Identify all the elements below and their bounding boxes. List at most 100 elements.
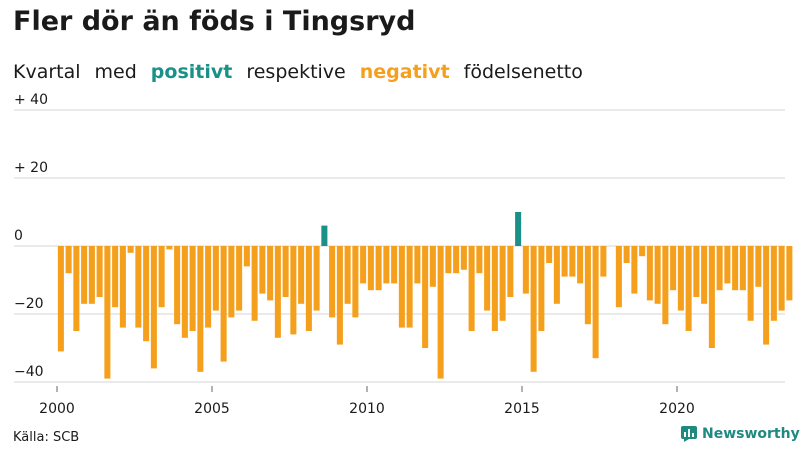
bar-negative <box>367 246 374 291</box>
bar-negative <box>445 246 452 274</box>
bar-negative <box>631 246 638 294</box>
subtitle-word-kvartal: Kvartal <box>13 61 81 83</box>
bar-negative <box>212 246 219 311</box>
x-tick-label: 2020 <box>659 401 695 417</box>
bar-negative <box>778 246 785 311</box>
bar-negative <box>344 246 351 304</box>
bar-negative <box>143 246 150 342</box>
bar-negative <box>476 246 483 274</box>
bar-negative <box>174 246 181 325</box>
bar-negative <box>243 246 250 267</box>
newsworthy-logo: Newsworthy <box>681 426 800 442</box>
bar-negative <box>375 246 382 291</box>
bar-negative <box>251 246 258 321</box>
bar-positive <box>515 212 522 246</box>
bar-negative <box>57 246 64 352</box>
bar-negative <box>267 246 274 301</box>
bar-negative <box>484 246 491 311</box>
bar-negative <box>329 246 336 318</box>
bar-negative <box>298 246 305 304</box>
bar-negative <box>569 246 576 277</box>
x-tick-label: 2010 <box>349 401 385 417</box>
bar-negative <box>166 246 173 250</box>
bar-negative <box>561 246 568 277</box>
bar-negative <box>73 246 80 331</box>
bar-negative <box>786 246 793 301</box>
bar-negative <box>414 246 421 284</box>
bar-negative <box>290 246 297 335</box>
bar-negative <box>197 246 204 372</box>
bar-negative <box>127 246 134 253</box>
bar-negative <box>592 246 599 359</box>
bar-negative <box>205 246 212 328</box>
bar-negative <box>336 246 343 345</box>
bar-negative <box>716 246 723 291</box>
bar-negative <box>189 246 196 331</box>
bar-positive <box>321 225 328 246</box>
bar-negative <box>104 246 111 379</box>
bar-negative <box>313 246 320 311</box>
legend-negative-label: negativt <box>359 61 450 83</box>
y-tick-label: + 20 <box>14 160 48 176</box>
y-tick-label: + 40 <box>14 92 48 108</box>
bar-negative <box>499 246 506 321</box>
bar-negative <box>220 246 227 362</box>
bar-negative <box>747 246 754 321</box>
subtitle-word-fodelsenetto: födelsenetto <box>463 61 583 83</box>
y-tick-label: −20 <box>14 296 44 312</box>
bar-negative <box>654 246 661 304</box>
bar-negative <box>468 246 475 331</box>
bar-negative <box>453 246 460 274</box>
bar-negative <box>282 246 289 297</box>
bar-negative <box>150 246 157 369</box>
y-tick-label: −40 <box>14 364 44 380</box>
subtitle-word-respektive: respektive <box>246 61 346 83</box>
chart-logo-icon <box>681 426 697 442</box>
legend-positive-label: positivt <box>150 61 233 83</box>
bar-negative <box>65 246 72 274</box>
bar-negative <box>639 246 646 257</box>
bar-negative <box>615 246 622 308</box>
bar-negative <box>600 246 607 277</box>
bar-negative <box>135 246 142 328</box>
x-tick-label: 2000 <box>39 401 75 417</box>
bar-negative <box>422 246 429 348</box>
bar-negative <box>546 246 553 263</box>
bar-negative <box>670 246 677 291</box>
bar-negative <box>88 246 95 304</box>
bar-negative <box>662 246 669 325</box>
x-tick-label: 2005 <box>194 401 230 417</box>
bar-negative <box>507 246 514 297</box>
bar-negative <box>584 246 591 325</box>
bar-negative <box>181 246 188 338</box>
bar-negative <box>352 246 359 318</box>
bar-negative <box>429 246 436 287</box>
bar-negative <box>739 246 746 291</box>
bar-negative <box>236 246 243 311</box>
source-note: Källa: SCB <box>13 430 80 445</box>
bar-negative <box>530 246 537 372</box>
bar-negative <box>677 246 684 311</box>
bar-negative <box>259 246 266 294</box>
subtitle-word-med: med <box>94 61 137 83</box>
bar-negative <box>406 246 413 328</box>
bar-negative <box>701 246 708 304</box>
bar-negative <box>119 246 126 328</box>
bar-negative <box>685 246 692 331</box>
bar-negative <box>770 246 777 321</box>
bar-negative <box>577 246 584 284</box>
bar-negative <box>553 246 560 304</box>
chart-title: Fler dör än föds i Tingsryd <box>13 6 416 37</box>
chart-subtitle: Kvartal med positivt respektive negativt föde… <box>13 61 597 83</box>
bar-negative <box>693 246 700 297</box>
bar-negative <box>112 246 119 308</box>
bar-negative <box>491 246 498 331</box>
bar-negative <box>437 246 444 379</box>
bar-negative <box>81 246 88 304</box>
y-tick-label: 0 <box>14 228 23 244</box>
bar-negative <box>538 246 545 331</box>
bar-negative <box>360 246 367 284</box>
bar-negative <box>228 246 235 318</box>
bar-negative <box>522 246 529 294</box>
